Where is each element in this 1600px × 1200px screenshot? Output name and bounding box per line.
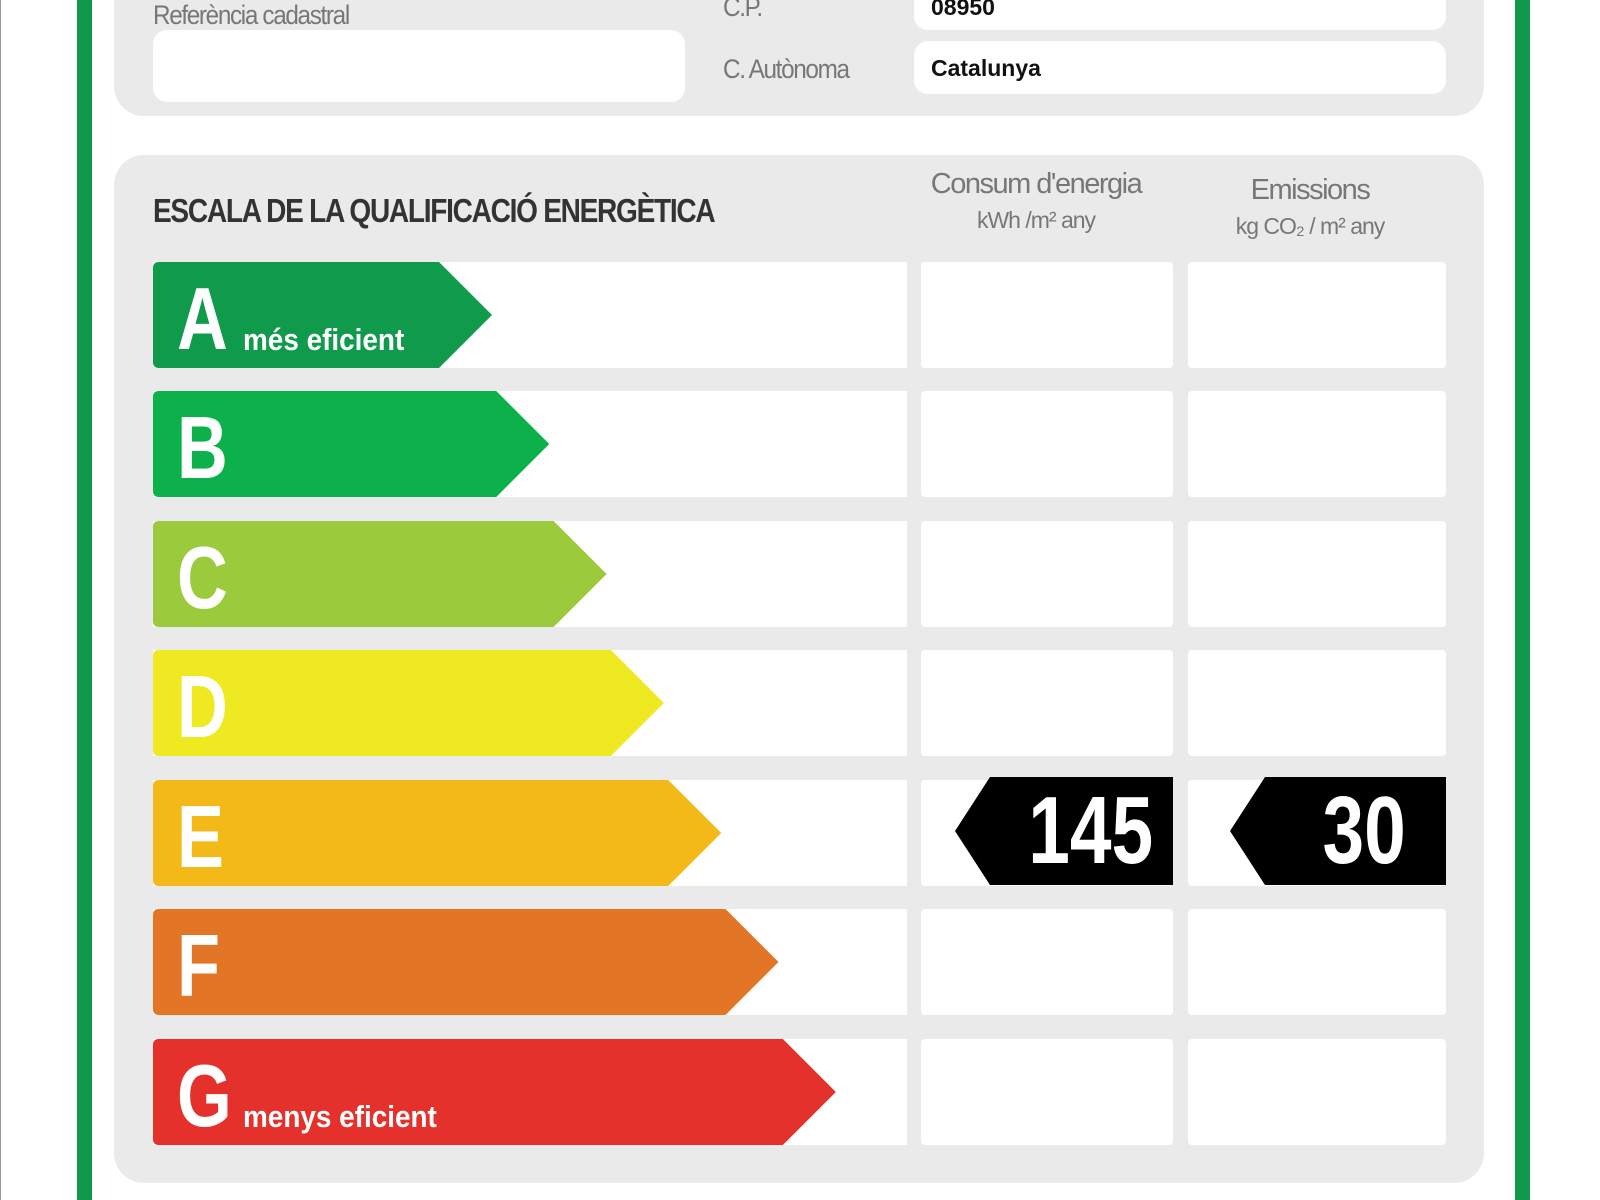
emissions-cell-g	[1188, 1039, 1446, 1145]
cadastral-label: Referència cadastral	[153, 0, 350, 30]
emissions-column-header: Emissions kg CO₂ / m² any	[1180, 174, 1440, 240]
emissions-cell-c	[1188, 521, 1446, 627]
cadastral-field-redacted	[153, 30, 685, 102]
arrow-shape	[153, 391, 550, 497]
emissions-cell-d	[1188, 650, 1446, 756]
energy-cell-f	[921, 909, 1173, 1015]
emissions-rating-badge: 30	[1230, 777, 1446, 885]
cp-field: 08950	[914, 0, 1446, 30]
class-letter: A	[177, 269, 228, 368]
region-label: C. Autònoma	[723, 54, 850, 84]
arrow-shape	[153, 1039, 836, 1145]
cp-label: C.P.	[723, 0, 763, 22]
class-subtitle: més eficient	[243, 322, 405, 357]
class-arrow-d: D	[153, 650, 664, 756]
energy-value: 145	[1028, 777, 1153, 884]
class-letter: E	[177, 787, 224, 886]
energy-cell-d	[921, 650, 1173, 756]
energy-cell-c	[921, 521, 1173, 627]
class-letter: D	[177, 657, 228, 756]
class-letter: C	[177, 528, 228, 627]
class-arrow-e: E	[153, 780, 722, 886]
emissions-unit: kg CO₂ / m² any	[1235, 213, 1386, 239]
class-arrow-f: F	[153, 909, 779, 1015]
class-arrow-c: C	[153, 521, 607, 627]
arrow-shape	[153, 909, 779, 1015]
energy-rating-badge: 145	[955, 777, 1173, 885]
green-frame-right	[1515, 0, 1530, 1200]
class-arrow-a: A més eficient	[153, 262, 492, 368]
class-subtitle: menys eficient	[243, 1099, 437, 1134]
class-arrow-g: G menys eficient	[153, 1039, 836, 1145]
emissions-cell-b	[1188, 391, 1446, 497]
arrow-shape	[153, 521, 607, 627]
class-letter: F	[177, 916, 221, 1015]
class-letter: B	[177, 398, 228, 497]
energy-cell-b	[921, 391, 1173, 497]
energy-cell-g	[921, 1039, 1173, 1145]
arrow-shape	[153, 650, 664, 756]
energy-header: Consum d'energia	[930, 168, 1143, 200]
emissions-cell-f	[1188, 909, 1446, 1015]
class-letter: G	[177, 1046, 232, 1145]
energy-unit: kWh /m² any	[976, 207, 1096, 233]
region-field: Catalunya	[914, 41, 1446, 94]
green-frame-left	[77, 0, 92, 1200]
region-value: Catalunya	[931, 55, 1041, 81]
page-edge	[0, 0, 1, 1200]
energy-column-header: Consum d'energia kWh /m² any	[900, 168, 1172, 234]
emissions-header: Emissions	[1250, 174, 1371, 206]
emissions-cell-a	[1188, 262, 1446, 368]
energy-cell-a	[921, 262, 1173, 368]
arrow-shape	[153, 780, 722, 886]
emissions-value: 30	[1322, 777, 1406, 884]
scale-title: ESCALA DE LA QUALIFICACIÓ ENERGÈTICA	[153, 192, 716, 229]
class-arrow-b: B	[153, 391, 550, 497]
arrow-shape	[153, 262, 492, 368]
cp-value: 08950	[931, 0, 995, 20]
